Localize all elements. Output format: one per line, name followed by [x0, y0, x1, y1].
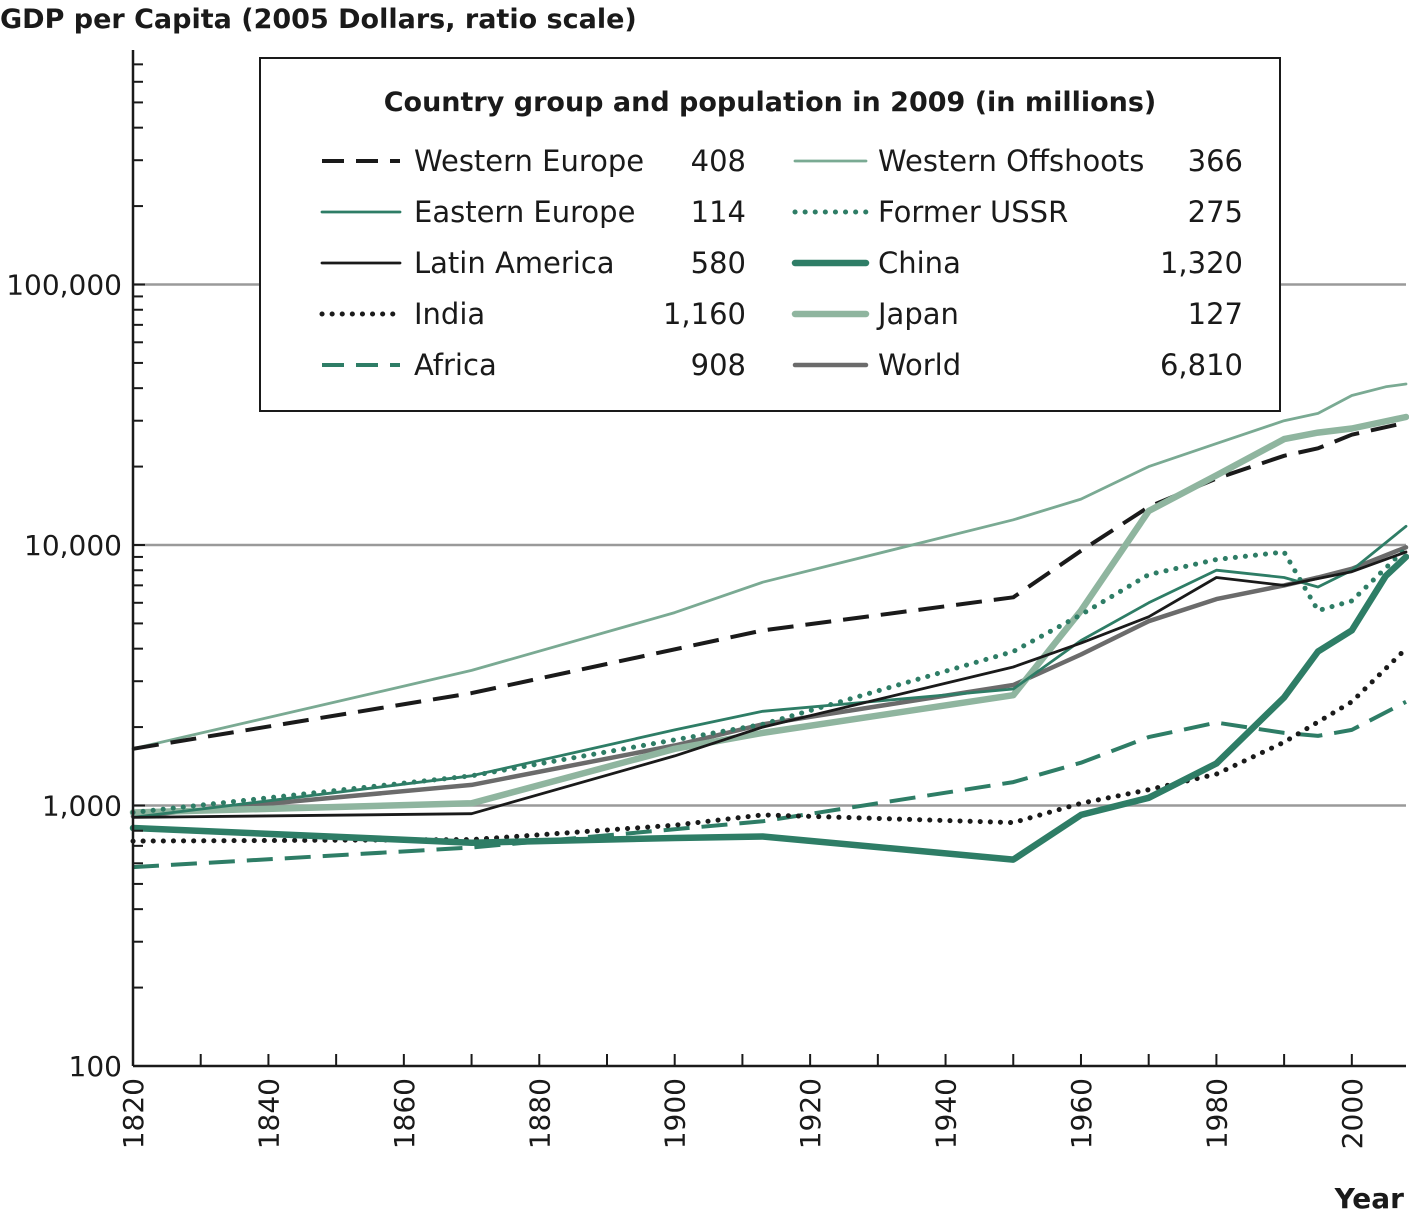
series-line-china: [129, 553, 1409, 863]
series-line-western-europe: [132, 420, 1407, 751]
x-tick-label: 1940: [930, 1078, 963, 1149]
x-tick-label: 1980: [1200, 1078, 1233, 1149]
x-tick-label: 1820: [117, 1078, 150, 1149]
legend-label: Former USSR: [878, 195, 1068, 229]
legend-population: 408: [691, 144, 746, 178]
series-line-world: [130, 545, 1409, 819]
legend-label: Africa: [414, 348, 497, 382]
legend-population: 908: [691, 348, 746, 382]
legend-title: Country group and population in 2009 (in…: [384, 87, 1157, 118]
legend-label: Latin America: [414, 246, 615, 280]
x-tick-labels: 1820 1840 1860 1880 1900 1920 1940 1960 1980 2000: [117, 1078, 1369, 1149]
y-tick-labels: 100 1,000 10,000 100,000: [6, 269, 122, 1084]
legend-label: Japan: [876, 297, 959, 331]
x-tick-label: 1840: [252, 1078, 285, 1149]
y-tick-label: 100: [69, 1050, 122, 1083]
y-tick-label: 100,000: [6, 269, 122, 302]
legend-population: 1,320: [1160, 246, 1243, 280]
x-tick-label: 2000: [1336, 1078, 1369, 1149]
legend-label: India: [414, 297, 485, 331]
series-line-japan: [129, 413, 1409, 816]
legend-items: Western Europe 408 Eastern Europe 114 Latin …: [319, 144, 1243, 382]
axes: [131, 50, 1406, 1068]
legend-population: 114: [691, 195, 746, 229]
legend-population: 127: [1188, 297, 1243, 331]
legend-population: 1,160: [663, 297, 746, 331]
x-tick-label: 1920: [794, 1078, 827, 1149]
x-tick-label: 1900: [659, 1078, 692, 1149]
y-axis-title: GDP per Capita (2005 Dollars, ratio scal…: [0, 4, 637, 35]
legend-population: 366: [1188, 144, 1243, 178]
legend-label: Eastern Europe: [414, 195, 635, 229]
x-tick-label: 1880: [523, 1078, 556, 1149]
x-axis-title: Year: [1334, 1182, 1405, 1215]
series-line-india: [130, 646, 1409, 844]
y-tick-label: 10,000: [24, 529, 122, 562]
legend-label: China: [878, 246, 961, 280]
legend-box: [259, 57, 1281, 412]
legend-label: Western Europe: [414, 144, 644, 178]
series-line-africa: [132, 700, 1407, 870]
legend-population: 6,810: [1160, 348, 1243, 382]
legend-population: 275: [1188, 195, 1243, 229]
x-tick-label: 1960: [1065, 1078, 1098, 1149]
legend-population: 580: [691, 246, 746, 280]
y-tick-label: 1,000: [42, 790, 122, 823]
series-line-western-offshoots: [131, 382, 1408, 751]
series-line-eastern-europe: [131, 524, 1408, 819]
legend-label: Western Offshoots: [878, 144, 1144, 178]
series-lines: [129, 382, 1409, 870]
series-line-former-ussr: [130, 545, 1409, 815]
x-tick-label: 1860: [388, 1078, 421, 1149]
legend: Country group and population in 2009 (in…: [259, 57, 1281, 412]
legend-label: World: [878, 348, 961, 382]
series-line-latin-america: [131, 550, 1408, 819]
